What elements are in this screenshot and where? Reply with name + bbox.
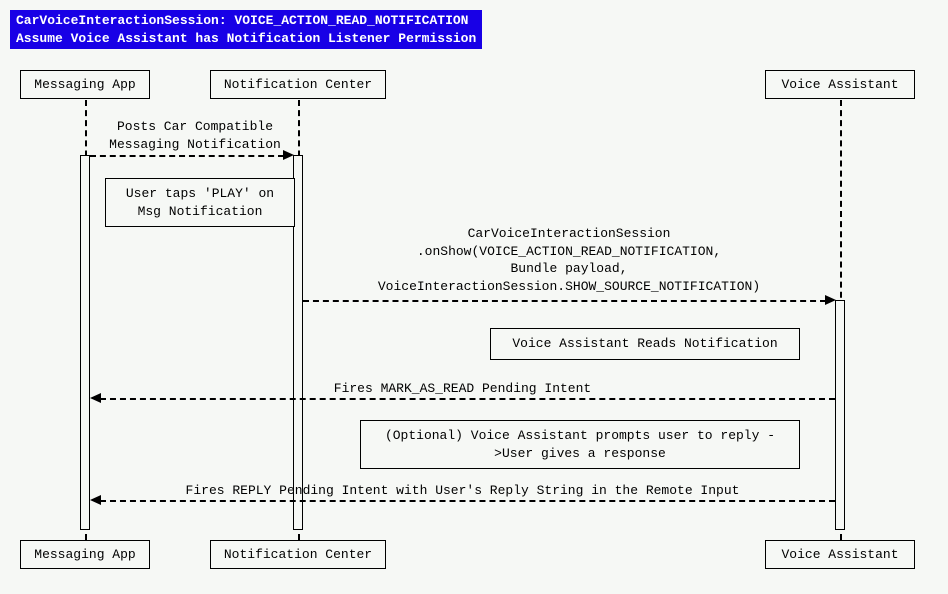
note-optional-reply-prompt: (Optional) Voice Assistant prompts user … (360, 420, 800, 469)
message-2-arrowhead (825, 295, 836, 305)
header-line-2: Assume Voice Assistant has Notification … (16, 30, 476, 48)
actor-voice-assistant-top: Voice Assistant (765, 70, 915, 99)
activation-voice-assistant (835, 300, 845, 530)
message-1-arrowhead (283, 150, 294, 160)
message-4-label: Fires REPLY Pending Intent with User's R… (90, 482, 835, 500)
actor-messaging-app-bottom: Messaging App (20, 540, 150, 569)
message-1-label: Posts Car Compatible Messaging Notificat… (95, 118, 295, 153)
message-3-label: Fires MARK_AS_READ Pending Intent (90, 380, 835, 398)
header-line-1: CarVoiceInteractionSession: VOICE_ACTION… (16, 12, 476, 30)
actor-notification-center-bottom: Notification Center (210, 540, 386, 569)
message-2-arrow (303, 300, 826, 302)
message-4-arrowhead (90, 495, 101, 505)
message-1-arrow (90, 155, 284, 157)
note-user-taps-play: User taps 'PLAY' on Msg Notification (105, 178, 295, 227)
message-2-label: CarVoiceInteractionSession .onShow(VOICE… (308, 225, 830, 295)
diagram-header: CarVoiceInteractionSession: VOICE_ACTION… (10, 10, 482, 49)
actor-messaging-app-top: Messaging App (20, 70, 150, 99)
note-voice-assistant-reads: Voice Assistant Reads Notification (490, 328, 800, 360)
message-3-arrow (100, 398, 835, 400)
message-3-arrowhead (90, 393, 101, 403)
actor-notification-center-top: Notification Center (210, 70, 386, 99)
actor-voice-assistant-bottom: Voice Assistant (765, 540, 915, 569)
message-4-arrow (100, 500, 835, 502)
activation-messaging-app (80, 155, 90, 530)
